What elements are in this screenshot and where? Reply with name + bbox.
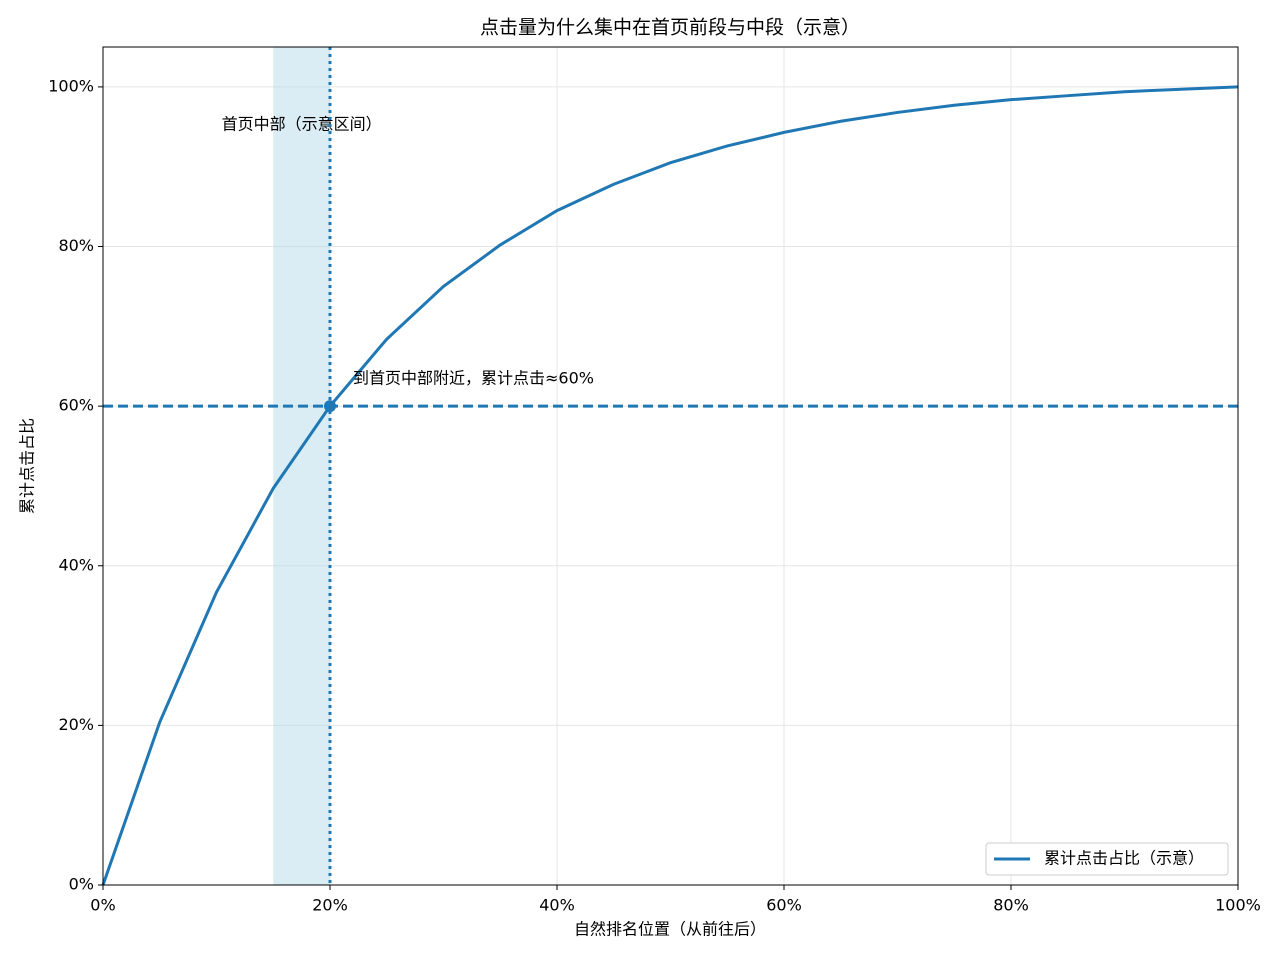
- y-tick-label: 80%: [58, 236, 94, 255]
- x-tick-label: 40%: [539, 896, 575, 915]
- y-axis-label: 累计点击占比: [18, 418, 37, 514]
- plot-frame: [102, 46, 1239, 886]
- y-tick-label: 0%: [69, 875, 94, 894]
- y-tick-label: 60%: [58, 396, 94, 415]
- point-label: 到首页中部附近，累计点击≈60%: [353, 369, 594, 388]
- y-tick-label: 40%: [58, 555, 94, 574]
- y-tick-label: 20%: [58, 715, 94, 734]
- x-axis-label: 自然排名位置（从前往后）: [574, 920, 766, 939]
- chart-title: 点击量为什么集中在首页前段与中段（示意）: [480, 17, 860, 39]
- legend-label: 累计点击占比（示意）: [1044, 849, 1204, 868]
- legend-box: [985, 842, 1229, 876]
- y-tick-label: 100%: [48, 76, 94, 95]
- x-tick-label: 0%: [90, 896, 115, 915]
- highlight-point: [324, 400, 336, 413]
- x-tick-label: 100%: [1215, 896, 1261, 915]
- x-tick-label: 60%: [766, 896, 802, 915]
- x-tick-label: 20%: [312, 896, 348, 915]
- data-line: [101, 85, 1239, 886]
- span-label: 首页中部（示意区间）: [222, 114, 382, 133]
- highlight-span: [273, 47, 330, 885]
- x-tick-label: 80%: [993, 896, 1029, 915]
